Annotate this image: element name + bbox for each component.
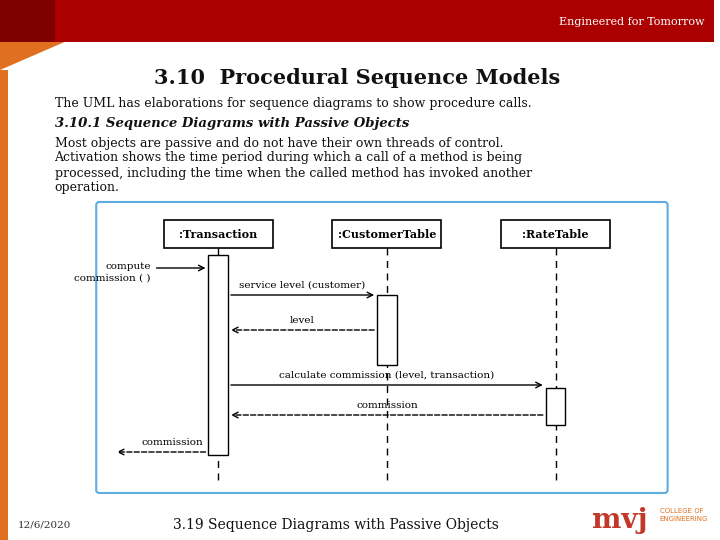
Text: commission: commission — [356, 401, 418, 410]
Text: COLLEGE OF
ENGINEERING: COLLEGE OF ENGINEERING — [660, 508, 708, 522]
Text: :Transaction: :Transaction — [179, 228, 257, 240]
Text: 3.10.1 Sequence Diagrams with Passive Objects: 3.10.1 Sequence Diagrams with Passive Ob… — [55, 118, 409, 131]
Text: mvj: mvj — [593, 507, 648, 534]
Polygon shape — [0, 70, 8, 540]
Text: 12/6/2020: 12/6/2020 — [18, 521, 71, 530]
Bar — [377, 295, 397, 365]
Text: :CustomerTable: :CustomerTable — [338, 228, 436, 240]
Text: :RateTable: :RateTable — [522, 228, 589, 240]
Bar — [501, 220, 610, 248]
Bar — [163, 220, 273, 248]
Text: 3.10  Procedural Sequence Models: 3.10 Procedural Sequence Models — [154, 68, 560, 88]
Text: The UML has elaborations for sequence diagrams to show procedure calls.: The UML has elaborations for sequence di… — [55, 97, 531, 110]
Text: level: level — [290, 316, 315, 325]
Text: Most objects are passive and do not have their own threads of control.: Most objects are passive and do not have… — [55, 137, 503, 150]
Text: operation.: operation. — [55, 181, 120, 194]
FancyBboxPatch shape — [96, 202, 667, 493]
Text: processed, including the time when the called method has invoked another: processed, including the time when the c… — [55, 166, 531, 179]
Bar — [333, 220, 441, 248]
Text: calculate commission (level, transaction): calculate commission (level, transaction… — [279, 371, 495, 380]
Bar — [208, 255, 228, 455]
Text: 3.19 Sequence Diagrams with Passive Objects: 3.19 Sequence Diagrams with Passive Obje… — [173, 518, 499, 532]
Text: Activation shows the time period during which a call of a method is being: Activation shows the time period during … — [55, 152, 523, 165]
Polygon shape — [0, 0, 714, 42]
Polygon shape — [0, 0, 55, 42]
Text: service level (customer): service level (customer) — [240, 281, 366, 290]
Text: commission: commission — [142, 438, 203, 447]
Text: Engineered for Tomorrow: Engineered for Tomorrow — [559, 17, 704, 27]
Bar — [546, 388, 565, 425]
Text: compute
commission ( ): compute commission ( ) — [74, 262, 150, 282]
Polygon shape — [0, 42, 65, 70]
